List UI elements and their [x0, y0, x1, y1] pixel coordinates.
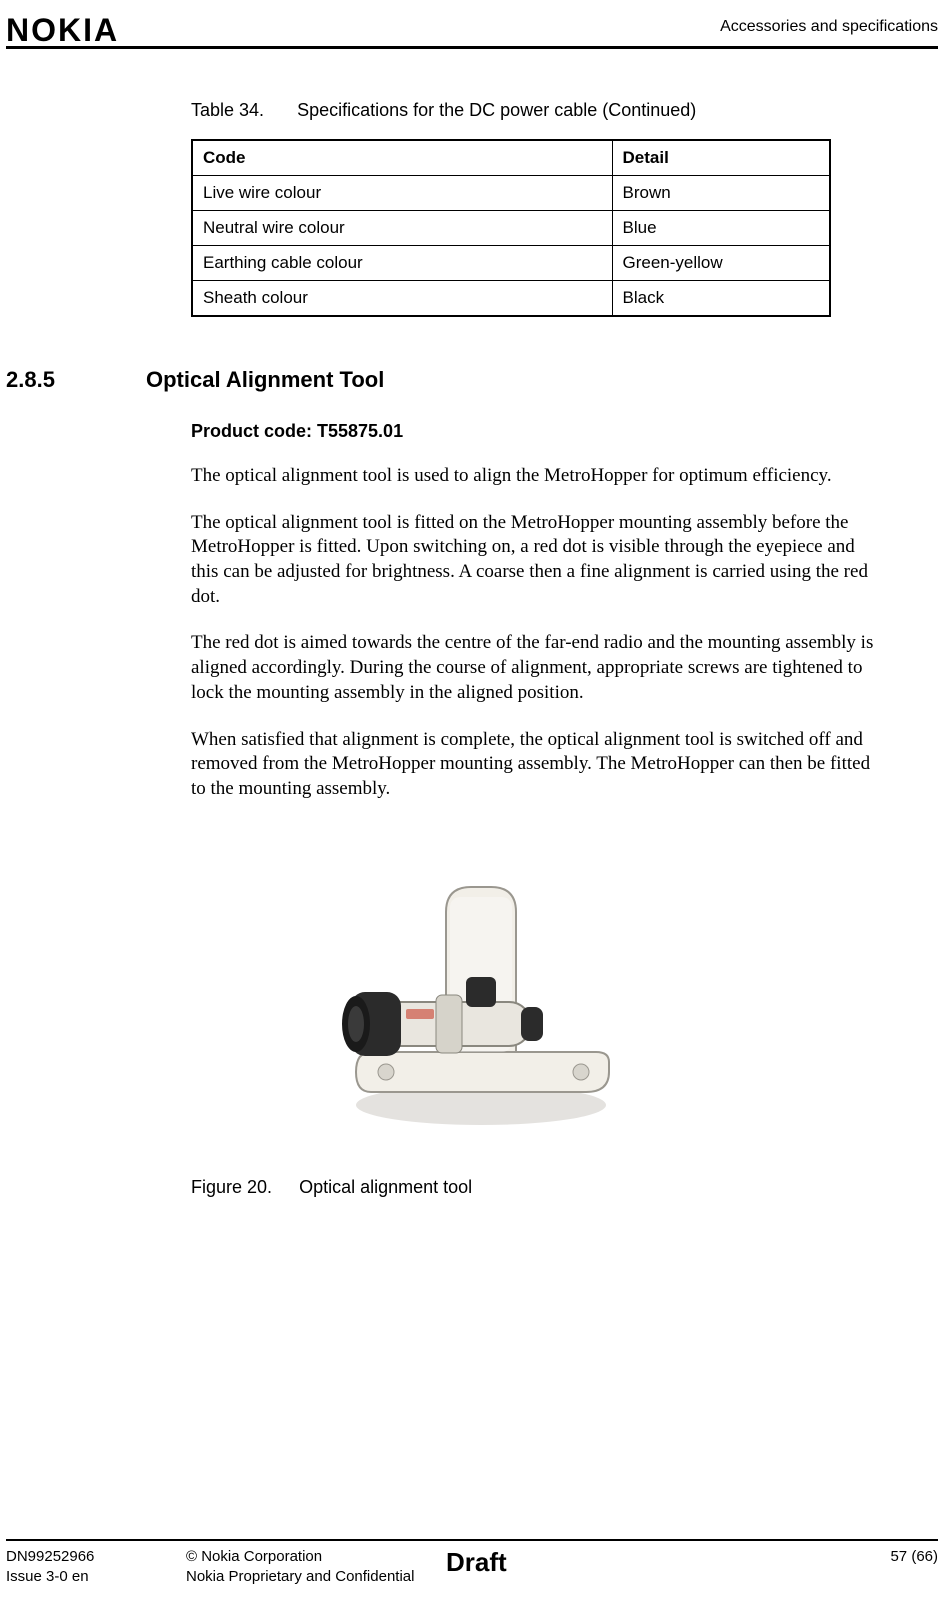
page-number: 57 (66): [818, 1547, 938, 1567]
figure-caption: Figure 20. Optical alignment tool: [191, 1177, 938, 1198]
optical-tool-illustration: [316, 857, 646, 1137]
product-code: Product code: T55875.01: [191, 421, 878, 442]
table-caption-text: Specifications for the DC power cable (C…: [297, 100, 696, 120]
table-row: Live wire colour Brown: [192, 176, 830, 211]
figure-image: [316, 857, 646, 1137]
col-code: Code: [192, 140, 612, 176]
paragraph: The optical alignment tool is used to al…: [191, 464, 878, 489]
figure-number: Figure 20.: [191, 1177, 272, 1198]
cell-detail: Green-yellow: [612, 246, 830, 281]
table-row: Neutral wire colour Blue: [192, 211, 830, 246]
paragraph: The red dot is aimed towards the centre …: [191, 631, 878, 705]
header-rule: [6, 46, 938, 49]
figure-caption-text: Optical alignment tool: [299, 1177, 472, 1197]
section-number: 2.8.5: [6, 367, 146, 393]
footer-rule: [6, 1539, 938, 1541]
table-number: Table 34.: [191, 100, 264, 121]
col-detail: Detail: [612, 140, 830, 176]
footer-left: DN99252966 Issue 3-0 en: [6, 1547, 186, 1588]
page-content: Table 34. Specifications for the DC powe…: [0, 90, 944, 1198]
section-title: Optical Alignment Tool: [146, 367, 384, 393]
spec-table: Code Detail Live wire colour Brown Neutr…: [191, 139, 831, 317]
section-heading: 2.8.5 Optical Alignment Tool: [6, 367, 938, 393]
cell-code: Earthing cable colour: [192, 246, 612, 281]
cell-code: Neutral wire colour: [192, 211, 612, 246]
cell-detail: Black: [612, 281, 830, 317]
table-header-row: Code Detail: [192, 140, 830, 176]
table-row: Earthing cable colour Green-yellow: [192, 246, 830, 281]
footer-center-left: © Nokia Corporation Nokia Proprietary an…: [186, 1547, 446, 1588]
paragraph: When satisfied that alignment is complet…: [191, 728, 878, 802]
confidential: Nokia Proprietary and Confidential: [186, 1567, 446, 1587]
table-row: Sheath colour Black: [192, 281, 830, 317]
section-body: Product code: T55875.01 The optical alig…: [191, 421, 878, 802]
cell-code: Live wire colour: [192, 176, 612, 211]
cell-detail: Blue: [612, 211, 830, 246]
paragraph: The optical alignment tool is fitted on …: [191, 511, 878, 610]
doc-id: DN99252966: [6, 1547, 186, 1567]
cell-code: Sheath colour: [192, 281, 612, 317]
table-caption: Table 34. Specifications for the DC powe…: [191, 100, 938, 121]
draft-watermark: Draft: [446, 1547, 818, 1578]
nokia-logo: NOKIA: [6, 12, 119, 48]
copyright: © Nokia Corporation: [186, 1547, 446, 1567]
page-footer: DN99252966 Issue 3-0 en © Nokia Corporat…: [6, 1547, 938, 1588]
cell-detail: Brown: [612, 176, 830, 211]
doc-issue: Issue 3-0 en: [6, 1567, 186, 1587]
page-header: NOKIA Accessories and specifications: [0, 0, 944, 49]
header-section-title: Accessories and specifications: [720, 18, 938, 36]
